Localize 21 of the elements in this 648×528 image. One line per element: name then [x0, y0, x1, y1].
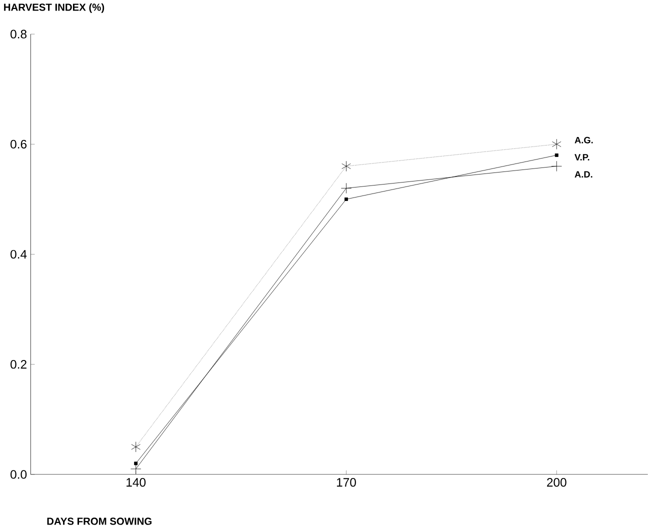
point: [134, 462, 138, 466]
series-label: V.P.: [574, 154, 590, 160]
y-tick-label: 0.0: [10, 470, 27, 479]
point: [340, 182, 352, 194]
point: [551, 160, 562, 172]
y-tick-label: 0.6: [10, 140, 27, 148]
x-axis-title: DAYS FROM SOWING: [47, 518, 152, 525]
series-label: A.G.: [574, 136, 593, 144]
point: [552, 138, 562, 150]
x-tick-label: 170: [336, 478, 356, 487]
x-tick-label: 140: [126, 478, 146, 487]
point: [344, 197, 348, 201]
y-tick-label: 0.4: [10, 250, 27, 258]
y-axis-title: HARVEST INDEX (%): [4, 3, 104, 13]
x-tick-label: 200: [547, 478, 566, 487]
point: [131, 441, 140, 452]
series-label: A.D.: [574, 171, 592, 178]
y-tick-label: 0.8: [10, 30, 27, 38]
point: [342, 160, 351, 172]
point: [554, 153, 558, 157]
y-tick-label: 0.2: [10, 360, 26, 369]
